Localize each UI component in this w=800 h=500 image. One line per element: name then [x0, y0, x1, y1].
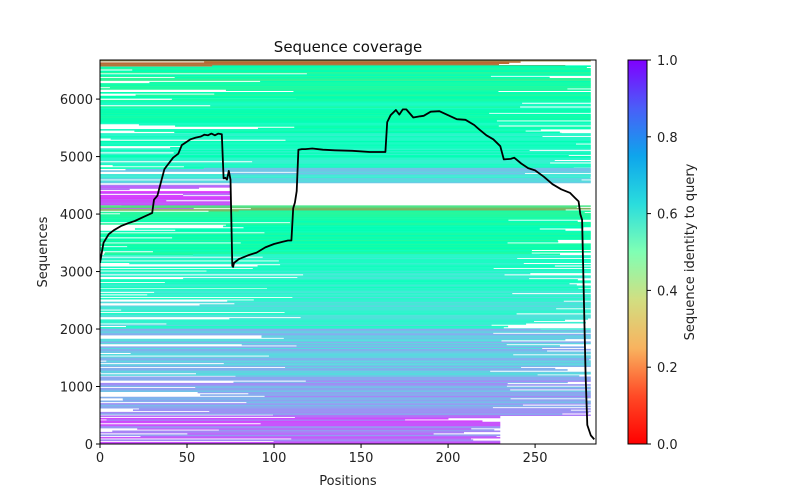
colorbar-label: Sequence identity to query	[683, 163, 698, 340]
identity-band	[100, 184, 231, 210]
identity-band	[100, 328, 591, 376]
colorbar-tick-label: 0.4	[657, 284, 678, 299]
colorbar-tick-label: 0.8	[657, 131, 678, 146]
x-axis-label: Positions	[319, 474, 377, 489]
x-tick-label: 250	[523, 451, 548, 466]
identity-band	[100, 98, 591, 135]
colorbar-axis: 0.0 0.2 0.4 0.6 0.8 1.0	[647, 54, 678, 453]
identity-band	[100, 65, 591, 100]
colorbar-tick-label: 0.0	[657, 438, 678, 453]
y-tick-label: 0	[85, 438, 93, 453]
identity-band	[100, 253, 591, 290]
x-tick-label: 0	[96, 451, 104, 466]
x-tick-label: 150	[349, 451, 374, 466]
identity-band	[100, 60, 591, 67]
y-tick-label: 4000	[60, 208, 93, 223]
identity-band	[100, 415, 501, 444]
coverage-line	[100, 108, 595, 440]
colorbar-tick-label: 1.0	[657, 54, 678, 69]
x-tick-label: 50	[179, 451, 196, 466]
y-tick-label: 1000	[60, 381, 93, 396]
y-tick-label: 6000	[60, 93, 93, 108]
y-axis: 0 1000 2000 3000 4000 5000 6000	[60, 93, 100, 453]
colorbar	[627, 59, 648, 445]
x-tick-label: 200	[436, 451, 461, 466]
identity-band	[100, 375, 591, 417]
colorbar-tick-label: 0.6	[657, 208, 678, 223]
sequence-bands	[100, 60, 591, 444]
x-tick-label: 100	[262, 451, 287, 466]
identity-band	[100, 210, 591, 256]
y-tick-label: 3000	[60, 266, 93, 281]
coverage-line-group	[100, 108, 595, 440]
identity-band	[100, 167, 591, 184]
y-tick-label: 5000	[60, 151, 93, 166]
identity-band	[100, 289, 591, 330]
x-axis: 0 50 100 150 200 250	[96, 444, 548, 466]
colorbar-tick-label: 0.2	[657, 361, 678, 376]
plot-frame	[99, 59, 597, 445]
chart-title: Sequence coverage	[274, 38, 422, 56]
y-axis-label: Sequences	[36, 216, 51, 287]
y-tick-label: 2000	[60, 323, 93, 338]
